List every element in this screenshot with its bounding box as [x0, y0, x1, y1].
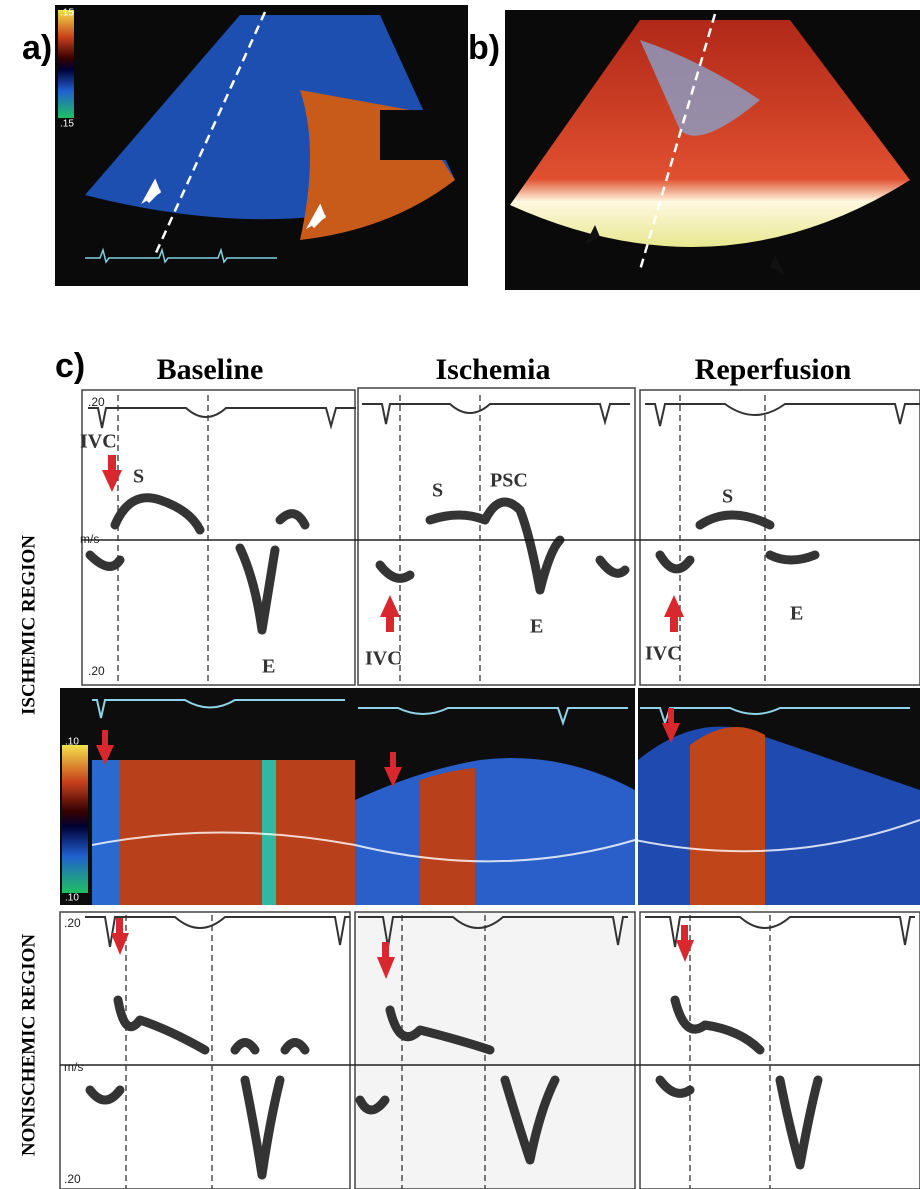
panel-a: a) .15 .15 — [22, 5, 468, 286]
annotation: IVC — [645, 643, 682, 665]
annotation: S — [722, 486, 733, 508]
doppler-panel — [355, 912, 635, 1189]
scale-label: .10 — [65, 893, 79, 904]
unit-label: m/s — [80, 532, 99, 546]
color-scale — [62, 745, 88, 893]
scale-label: .15 — [60, 119, 74, 130]
scale-label: .20 — [88, 395, 105, 409]
annotation: E — [262, 656, 275, 678]
panel-label: b) — [468, 29, 500, 67]
mmode-region — [690, 727, 765, 905]
column-title: Baseline — [157, 353, 264, 386]
doppler-panel — [82, 390, 355, 685]
mmode-region — [420, 768, 475, 905]
scale-label: .20 — [64, 916, 81, 930]
panel-label: c) — [55, 347, 85, 385]
mmode-region — [262, 760, 276, 905]
scale-label: .20 — [88, 664, 105, 678]
color-m-mode: .10 .10 — [60, 688, 920, 905]
row-label: NONISCHEMIC REGION — [18, 934, 39, 1156]
doppler-panel — [640, 390, 920, 685]
annotation: IVC — [80, 431, 117, 453]
scale-label: .15 — [60, 8, 74, 19]
image-mask — [380, 110, 468, 160]
annotation: E — [790, 603, 803, 625]
mmode-region — [92, 760, 120, 905]
annotation: S — [432, 480, 443, 502]
column-title: Reperfusion — [695, 353, 852, 386]
column-title: Ischemia — [436, 353, 551, 386]
annotation: IVC — [365, 648, 402, 670]
figure: a) .15 .15 b) c) Baseline Ischemia Reper… — [0, 0, 920, 1189]
panel-label: a) — [22, 29, 52, 67]
nonischemic-doppler: .20 m/s .20 — [60, 912, 920, 1189]
scale-label: .10 — [65, 737, 79, 748]
row-label: ISCHEMIC REGION — [18, 535, 39, 715]
scale-label: .20 — [64, 1172, 81, 1186]
color-scale — [58, 10, 74, 118]
annotation: E — [530, 616, 543, 638]
ischemic-doppler: .20 m/s .20 IVC S E S PSC IVC E S E IVC — [80, 388, 920, 685]
annotation: S — [133, 466, 144, 488]
unit-label: m/s — [64, 1060, 83, 1074]
annotation: PSC — [490, 470, 528, 492]
panel-b: b) — [468, 10, 920, 290]
